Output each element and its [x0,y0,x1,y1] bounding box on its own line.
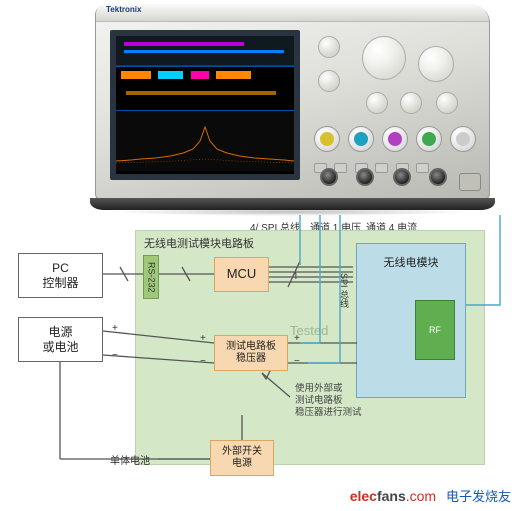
sign-plus: + [200,333,206,344]
wm-com: .com [406,488,436,504]
channel-knob-3[interactable] [382,126,408,152]
rf-module: 无线电模块 RF [356,243,466,398]
knob[interactable] [318,70,340,92]
block-diagram: 4/ SPI 总线 通道 1 电压 通道 4 电流 无线电测试模块电路板 无线电… [0,215,525,505]
rf-chip: RF [415,300,455,360]
bnc-port-1[interactable] [320,168,338,186]
knob[interactable] [366,92,388,114]
knob-large[interactable] [418,46,454,82]
channel-knob-2[interactable] [348,126,374,152]
block-pc-controller: PC 控制器 [18,253,103,298]
sign-minus: − [294,356,300,367]
block-mcu: MCU [214,257,269,292]
block-rs232: RS-232 [143,255,159,299]
sign-minus: − [112,350,118,361]
sign-plus: + [112,323,118,334]
bus-seg [191,71,209,79]
rf-module-title: 无线电模块 [357,244,465,270]
bus-seg [121,71,151,79]
trace-magenta [124,42,244,46]
test-board: 无线电测试模块电路板 无线电模块 RF [135,230,485,465]
watermark: elecfans.com 电子发烧友 [350,486,511,505]
bus-seg [216,71,251,79]
screen-timing-region [116,36,294,66]
bnc-port-3[interactable] [393,168,411,186]
sign-minus: − [200,356,206,367]
trace-blue [124,50,284,53]
channel-knob-5[interactable] [450,126,476,152]
oscilloscope: Tektronix [95,5,490,200]
board-title: 无线电测试模块电路板 [144,235,254,251]
root: Tektronix [0,0,525,511]
bnc-port-4[interactable] [429,168,447,186]
rf-port[interactable] [459,173,481,191]
bus-width-4: 4 [292,271,298,282]
wm-zh: 电子发烧友 [446,489,511,504]
rs232-label: RS-232 [145,262,156,293]
screen-spectrum-region [116,111,294,171]
sign-plus: + [294,333,300,344]
block-power-supply: 电源 或电池 [18,317,103,362]
vreg-label: 测试电路板 稳压器 [226,341,276,366]
spi-bus-text: SPI 总线 [338,273,351,308]
control-panel [314,28,479,186]
bus-seg [126,91,276,95]
screen-bus-region [116,66,294,111]
knob[interactable] [318,36,340,58]
knob[interactable] [436,92,458,114]
channel-knob-4[interactable] [416,126,442,152]
wm-fans: fans [377,488,406,504]
note-vreg-text: 使用外部或 测试电路板 稳压器进行测试 [295,383,362,418]
scope-top-bezel: Tektronix [96,4,489,22]
ext-psu-label: 外部开关 电源 [222,446,262,471]
channel-knob-1[interactable] [314,126,340,152]
block-vreg: 测试电路板 稳压器 [214,335,288,371]
wm-elec: elec [350,488,377,504]
bnc-row [320,168,461,191]
knob-large[interactable] [362,36,406,80]
block-psu-label: 电源 或电池 [42,325,78,355]
scope-screen [110,30,300,180]
knob[interactable] [400,92,422,114]
note-vreg: 使用外部或 测试电路板 稳压器进行测试 [295,383,362,419]
block-pc-label: PC 控制器 [42,261,78,291]
brand-label: Tektronix [106,5,141,14]
block-ext-psu: 外部开关 电源 [210,440,274,476]
bus-seg [158,71,183,79]
label-cell-battery: 单体电池 [110,452,150,467]
label-spi-bus: SPI 总线 [338,273,350,331]
bnc-port-2[interactable] [356,168,374,186]
mcu-label: MCU [227,266,257,282]
spectrum-trace [116,121,294,165]
